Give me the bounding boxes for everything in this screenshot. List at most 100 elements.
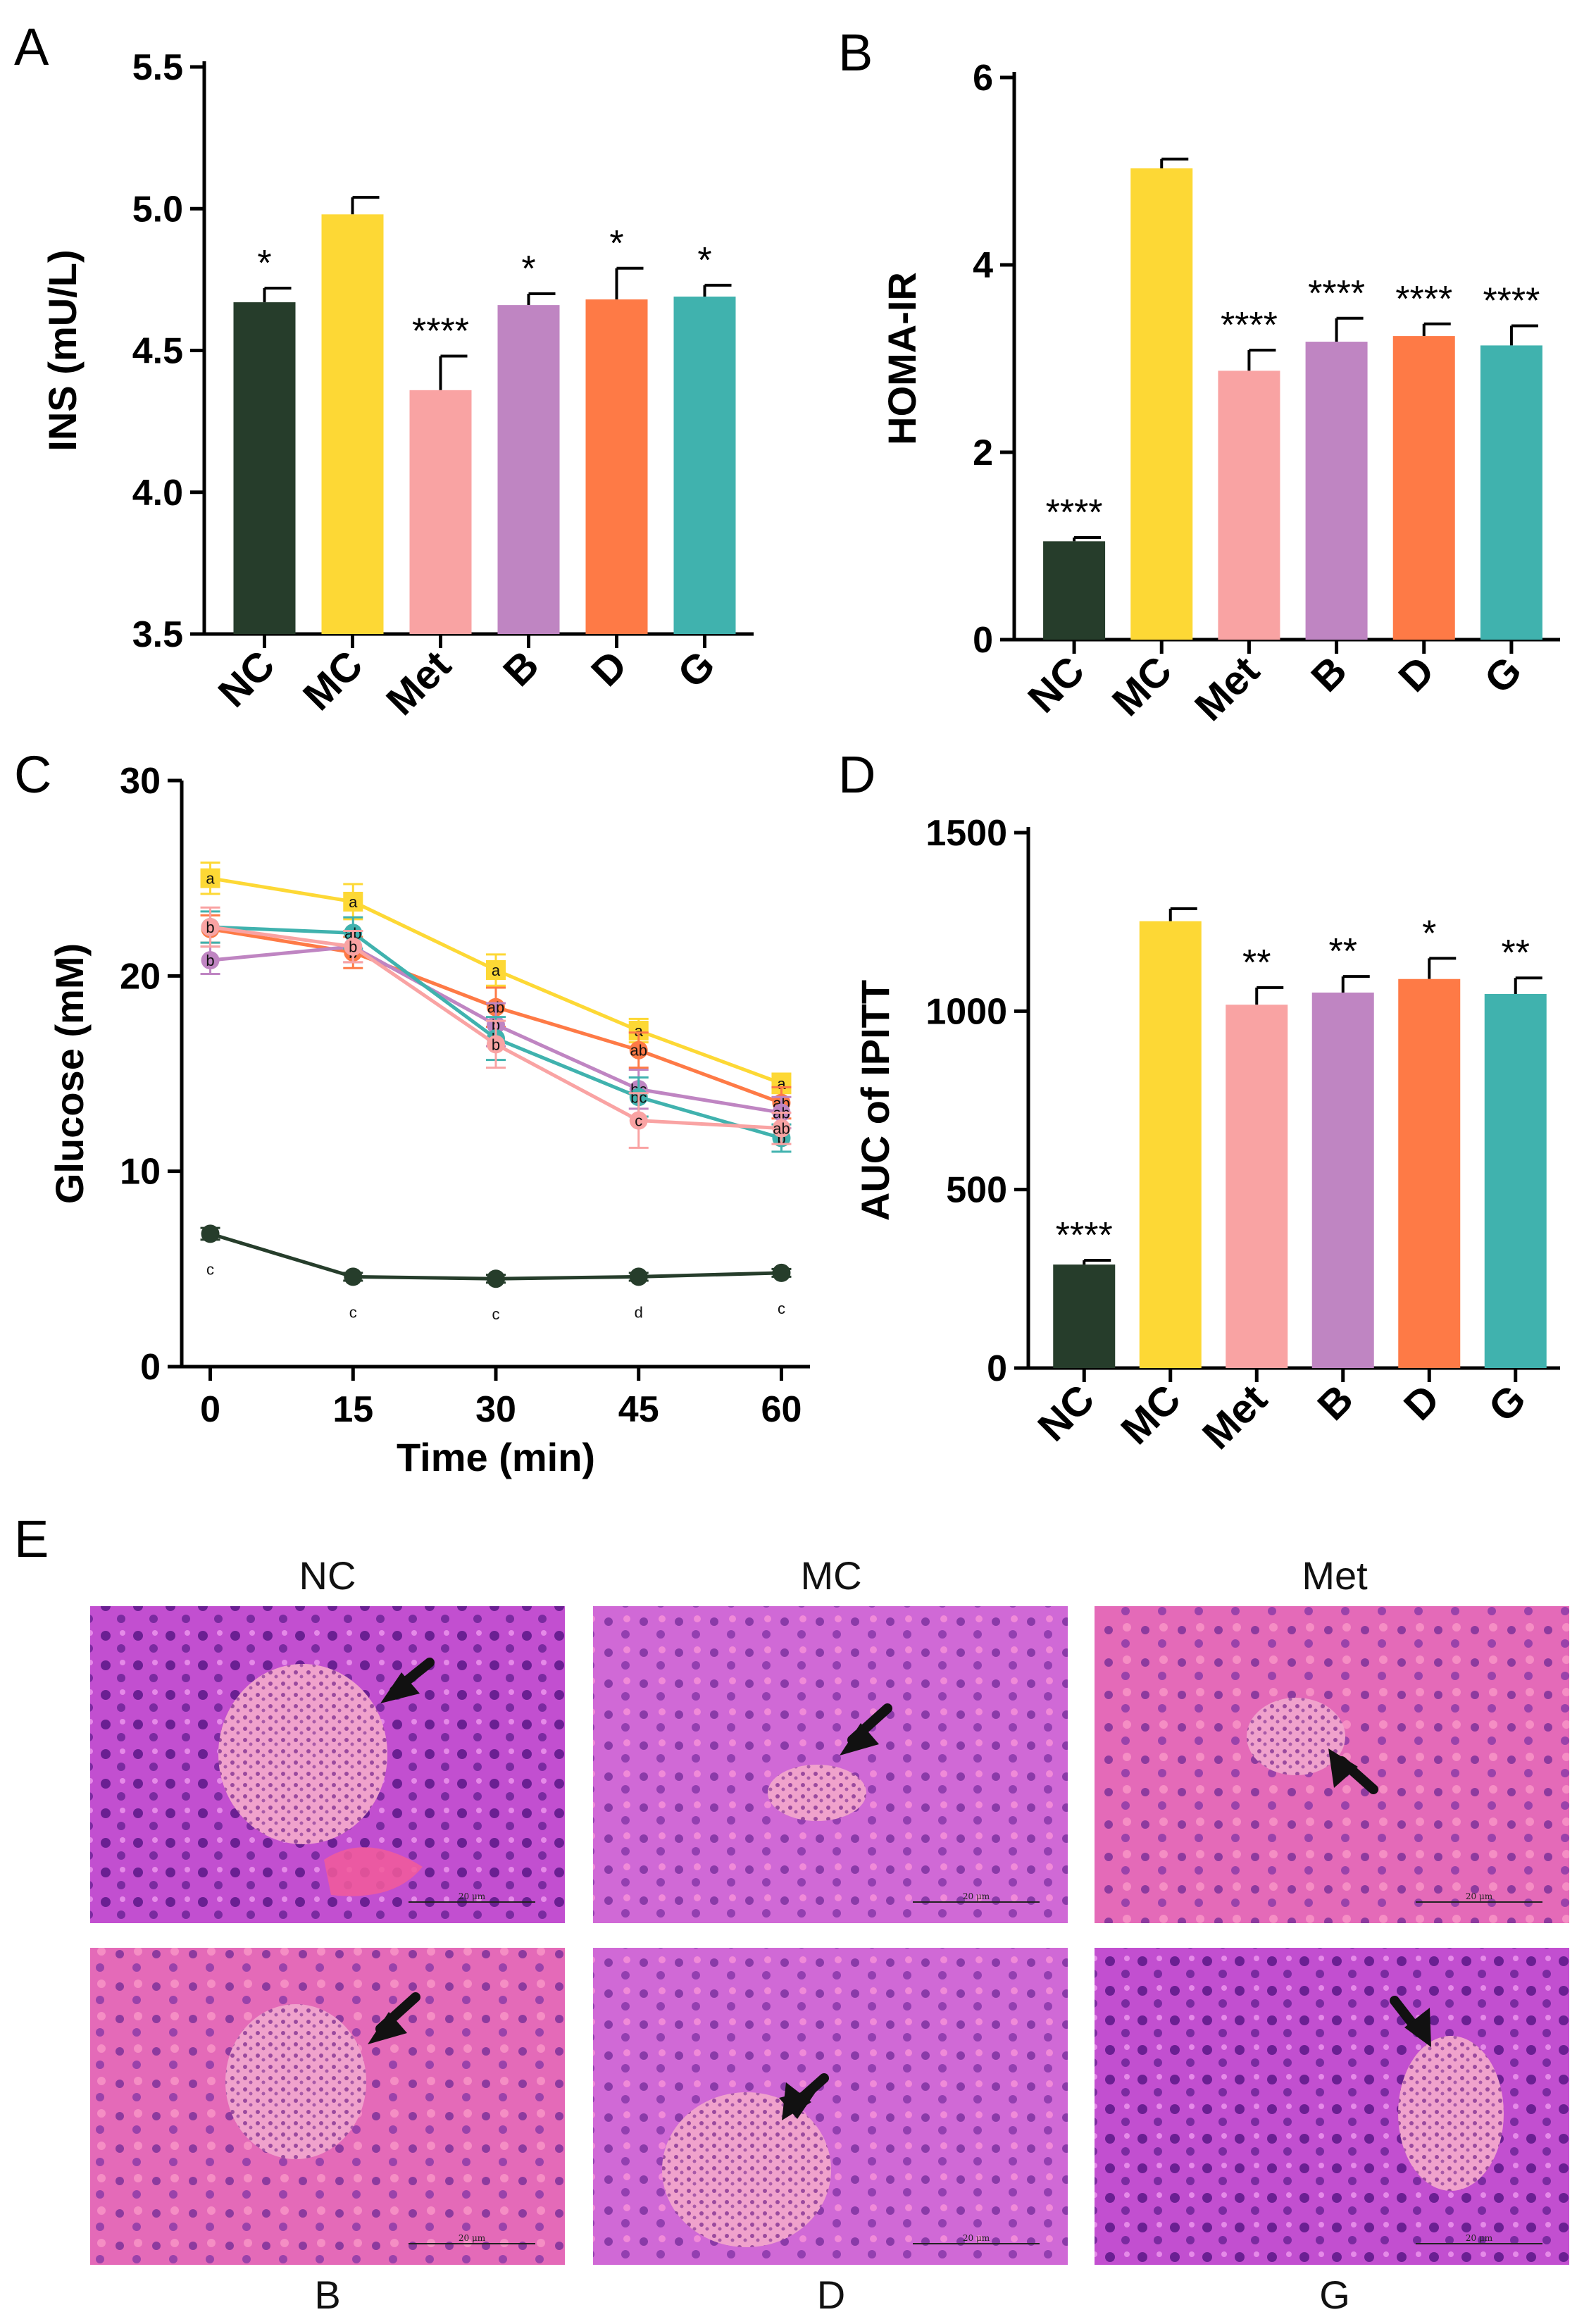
data-point	[344, 937, 363, 956]
significance-letter: b	[206, 952, 214, 969]
significance-marker: **	[1502, 933, 1530, 974]
significance-marker: ****	[1308, 273, 1365, 314]
y-tick-label: 5.0	[132, 189, 183, 230]
data-point	[201, 1224, 220, 1243]
x-tick-label: D	[1390, 647, 1443, 701]
chart-ins: 3.5 4.0 4.5 5.0 5.5 NC * MC Met **** B * D * G * INS (mU…	[40, 47, 754, 724]
x-tick-label: G	[669, 642, 724, 697]
x-tick-label: NC	[1019, 647, 1093, 721]
significance-marker: **	[1329, 931, 1357, 972]
data-point	[486, 960, 506, 981]
significance-letter: a	[349, 893, 358, 911]
significance-letter: a	[492, 962, 501, 979]
significance-marker: **	[1242, 943, 1271, 983]
y-tick-label: 0	[987, 1348, 1007, 1389]
bar-met	[409, 390, 472, 634]
x-tick-label: Met	[378, 642, 460, 724]
panel-label-c: C	[14, 745, 51, 804]
histo-label-mc: MC	[800, 1553, 861, 1598]
data-point	[343, 891, 363, 912]
significance-marker: ****	[1395, 279, 1452, 320]
significance-marker: ****	[1483, 280, 1540, 321]
histo-image-mc: 20 μm	[593, 1606, 1068, 1923]
data-point	[200, 868, 220, 888]
panel-label-a: A	[14, 18, 49, 76]
y-tick-label: 0	[973, 620, 993, 661]
y-axis-label: AUC of IPITT	[853, 980, 897, 1221]
y-tick-label: 2	[973, 433, 993, 473]
y-tick-label: 20	[120, 956, 161, 997]
y-tick-label: 4.0	[132, 473, 183, 514]
x-tick-label: Met	[1186, 647, 1268, 730]
panel-label-e: E	[14, 1510, 49, 1568]
significance-marker: *	[609, 223, 623, 264]
histology-panel: NC MC Met 20 μm 20 μm 20 μm	[90, 1553, 1569, 2317]
bar-mc	[1139, 921, 1202, 1368]
panel-label-b: B	[838, 23, 873, 82]
x-axis-label: Time (min)	[397, 1435, 595, 1479]
histo-image-nc: 20 μm	[90, 1606, 565, 1923]
bar-d	[1398, 978, 1461, 1368]
x-tick-label: MC	[1112, 1376, 1190, 1453]
series-nc: c c c d c	[200, 1224, 792, 1323]
significance-letter: c	[635, 1112, 642, 1130]
scale-bar-label: 20 μm	[1466, 2233, 1493, 2243]
histo-image-met: 20 μm	[1095, 1606, 1569, 1923]
bar-nc	[1043, 541, 1106, 640]
significance-letter: c	[349, 1303, 357, 1321]
histo-image-d: 20 μm	[593, 1948, 1068, 2265]
panel-label-d: D	[838, 745, 875, 804]
y-tick-label: 1500	[925, 813, 1007, 854]
scale-bar-label: 20 μm	[459, 1891, 486, 1901]
y-tick-label: 6	[973, 58, 993, 99]
data-point	[487, 1269, 505, 1288]
significance-letter: a	[635, 1022, 644, 1040]
significance-letter: b	[349, 938, 357, 956]
bar-mc	[321, 214, 384, 634]
y-tick-label: 1000	[925, 991, 1007, 1032]
bar-nc	[1053, 1264, 1116, 1368]
y-tick-label: 4.5	[132, 331, 183, 372]
significance-letter: ab	[630, 1042, 647, 1060]
x-tick-label: NC	[209, 642, 283, 716]
significance-marker: *	[521, 249, 535, 290]
bar-d	[1392, 336, 1455, 640]
data-point	[629, 1267, 648, 1286]
data-point	[201, 918, 220, 936]
x-tick-label: 15	[332, 1389, 373, 1430]
x-tick-label: G	[1480, 1376, 1535, 1431]
histo-label-nc: NC	[299, 1553, 356, 1598]
y-tick-label: 30	[120, 761, 161, 802]
scale-bar-label: 20 μm	[963, 2233, 990, 2243]
significance-marker: *	[697, 240, 711, 281]
significance-marker: ****	[1221, 305, 1278, 346]
significance-letter: d	[635, 1303, 643, 1321]
chart-homa-ir: 0 2 4 6 NC **** MC Met **** B **** D **** G **** HOMA-I…	[880, 58, 1560, 730]
significance-letter: a	[206, 870, 215, 888]
scale-bar-label: 20 μm	[459, 2233, 486, 2243]
bar-b	[1305, 342, 1368, 640]
significance-letter: c	[778, 1300, 785, 1317]
bar-d	[585, 299, 648, 634]
histo-image-b: 20 μm	[90, 1948, 565, 2265]
x-tick-label: 45	[618, 1389, 659, 1430]
data-point	[201, 951, 220, 970]
y-tick-label: 10	[120, 1152, 161, 1193]
y-tick-label: 4	[973, 245, 993, 286]
x-tick-label: D	[582, 642, 636, 695]
bar-met	[1218, 371, 1280, 640]
bar-mc	[1130, 168, 1193, 640]
bar-g	[673, 297, 736, 634]
significance-letter: b	[206, 919, 214, 936]
y-axis-label: Glucose (mM)	[47, 943, 92, 1204]
y-tick-label: 500	[946, 1170, 1007, 1211]
bar-nc	[233, 302, 296, 634]
scale-bar-label: 20 μm	[963, 1891, 990, 1901]
significance-marker: ****	[1056, 1215, 1113, 1256]
significance-marker: ****	[1046, 492, 1103, 533]
x-tick-label: Met	[1194, 1376, 1276, 1458]
data-point	[772, 1263, 791, 1282]
y-axis-label: HOMA-IR	[880, 272, 924, 445]
